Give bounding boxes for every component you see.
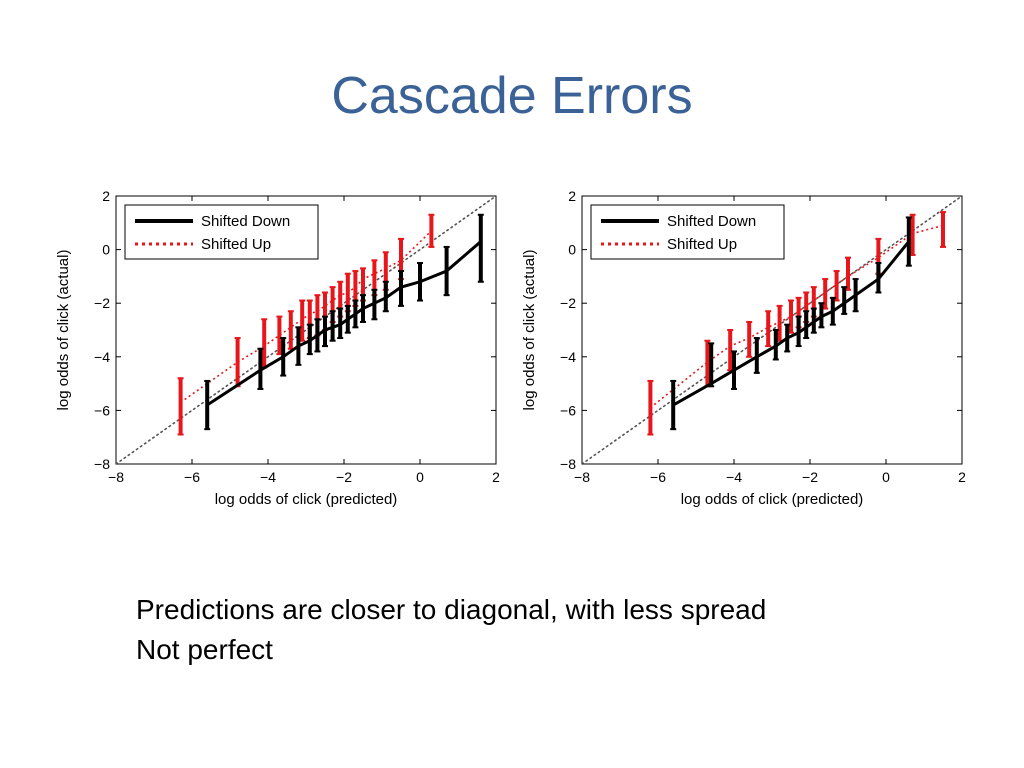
y-tick-label: −6: [94, 402, 110, 418]
slide-body: Predictions are closer to diagonal, with…: [136, 590, 956, 670]
y-tick-label: 2: [102, 188, 110, 204]
shifted-down-line: [672, 240, 910, 407]
chart-svg: −8 −6 −4 −2 0 2 −8 −6 −4 −2 0 2 log odds of click (p…: [521, 188, 966, 508]
y-tick-label: 2: [568, 188, 576, 204]
chart-svg: −8 −6 −4 −2 0 2 −8 −6 −4 −2 0 2 log odds of click (p…: [55, 188, 500, 508]
shifted-up-line: [649, 224, 944, 409]
x-tick-label: −6: [650, 469, 666, 485]
bullet-text-2: Not perfect: [136, 634, 273, 665]
slide-title: Cascade Errors: [331, 67, 693, 125]
x-tick-label: −2: [802, 469, 818, 485]
y-tick-label: −8: [94, 456, 110, 472]
x-tick-label: 2: [958, 469, 966, 485]
y-tick-label: −4: [94, 349, 110, 365]
y-tick-label: −4: [560, 349, 576, 365]
x-axis-label: log odds of click (predicted): [215, 491, 398, 508]
y-tick-label: 0: [102, 242, 110, 258]
y-tick-label: 0: [568, 242, 576, 258]
x-tick-label: 0: [416, 469, 424, 485]
x-tick-label: 0: [882, 469, 890, 485]
x-tick-label: −6: [184, 469, 200, 485]
y-tick-label: −2: [94, 295, 110, 311]
legend-label-shifted-down: Shifted Down: [667, 213, 756, 230]
bullet-text-1: Predictions are closer to diagonal, with…: [136, 594, 767, 625]
shifted-down-line: [206, 240, 482, 407]
x-tick-label: −2: [336, 469, 352, 485]
x-tick-label: 2: [492, 469, 500, 485]
legend-label-shifted-down: Shifted Down: [201, 213, 290, 230]
x-tick-label: −8: [574, 469, 590, 485]
legend-box: [590, 204, 785, 260]
plot-marks: [582, 196, 962, 464]
legend-label-shifted-up: Shifted Up: [667, 236, 737, 253]
x-axis-label: log odds of click (predicted): [681, 491, 864, 508]
x-tick-label: −4: [726, 469, 742, 485]
plot-marks: [116, 196, 496, 464]
legend-box: [124, 204, 319, 260]
legend-label-shifted-up: Shifted Up: [201, 236, 271, 253]
y-tick-label: −6: [560, 402, 576, 418]
y-axis-label: log odds of click (actual): [55, 250, 72, 411]
chart-right: −8 −6 −4 −2 0 2 −8 −6 −4 −2 0 2 log odds of click (p…: [516, 180, 976, 520]
x-tick-label: −4: [260, 469, 276, 485]
y-tick-label: −2: [560, 295, 576, 311]
y-tick-label: −8: [560, 456, 576, 472]
x-tick-label: −8: [108, 469, 124, 485]
y-axis-label: log odds of click (actual): [521, 250, 538, 411]
chart-left: −8 −6 −4 −2 0 2 −8 −6 −4 −2 0 2 log odds of click (p…: [50, 180, 510, 520]
